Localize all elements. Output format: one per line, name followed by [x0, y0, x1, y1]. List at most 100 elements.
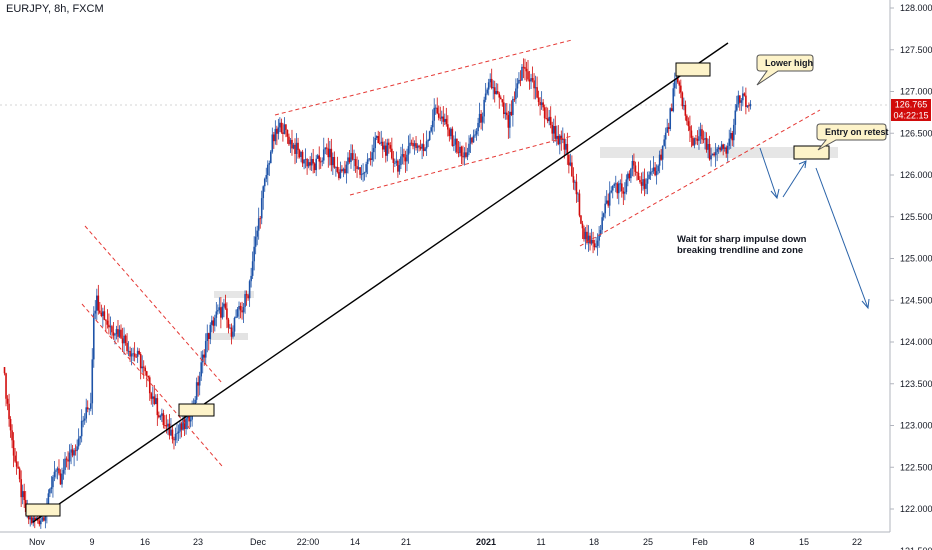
candle-bearish — [490, 78, 493, 89]
candle-bearish — [708, 144, 711, 160]
candle-bearish — [282, 132, 284, 134]
candle-bearish — [369, 158, 372, 160]
candle-bullish — [91, 359, 94, 404]
time-tick-label: 16 — [140, 537, 150, 547]
candle-bullish — [664, 132, 667, 140]
candle-bearish — [560, 135, 563, 140]
candle-bullish — [29, 517, 32, 520]
candle-bullish — [118, 329, 121, 337]
candle-bullish — [413, 143, 416, 147]
candle-bearish — [628, 173, 631, 179]
candle-bullish — [424, 148, 426, 151]
candle-bullish — [253, 246, 255, 262]
time-tick-label: 9 — [89, 537, 94, 547]
candle-bullish — [64, 458, 66, 470]
candle-bullish — [127, 350, 130, 352]
candle-bearish — [543, 107, 546, 119]
candle-bearish — [501, 99, 504, 103]
candle-bearish — [581, 223, 584, 229]
candle-bullish — [215, 311, 218, 318]
candle-bullish — [602, 213, 605, 218]
candle-bullish — [431, 120, 434, 128]
candle-bullish — [167, 423, 169, 427]
candle-bullish — [651, 171, 653, 173]
candle-bearish — [621, 183, 623, 192]
candle-bearish — [592, 239, 594, 244]
candle-bullish — [716, 148, 718, 152]
candle-bearish — [507, 115, 510, 128]
candle-bearish — [689, 126, 691, 131]
candle-bearish — [298, 150, 301, 158]
candle-bullish — [353, 158, 355, 160]
candle-bullish — [619, 183, 622, 185]
candle-bullish — [265, 175, 268, 179]
candle-bearish — [121, 338, 124, 344]
candle-bullish — [85, 407, 88, 419]
candle-bearish — [9, 419, 12, 431]
candle-bearish — [325, 147, 328, 149]
candle-bullish — [663, 139, 665, 146]
candle-bullish — [170, 429, 172, 436]
candle-bearish — [690, 130, 693, 138]
candle-bearish — [439, 117, 442, 119]
candle-bearish — [391, 148, 393, 159]
candle-bearish — [156, 398, 159, 416]
candle-bullish — [141, 366, 143, 369]
candle-bullish — [68, 452, 71, 462]
candle-bearish — [333, 156, 336, 168]
candle-bullish — [53, 471, 56, 477]
candle-bullish — [123, 335, 125, 344]
candle-bearish — [5, 373, 7, 399]
candle-bearish — [719, 147, 721, 151]
candle-bullish — [746, 105, 749, 107]
candle-bullish — [430, 127, 432, 132]
candle-bullish — [693, 138, 696, 146]
candle-bullish — [132, 353, 134, 355]
candle-bearish — [519, 79, 522, 81]
candle-bearish — [245, 294, 248, 296]
candle-bullish — [717, 147, 720, 149]
candle-bullish — [44, 514, 47, 521]
candle-bearish — [224, 303, 227, 309]
candle-bullish — [322, 149, 325, 161]
candle-bearish — [419, 146, 422, 149]
candle-bullish — [316, 155, 319, 159]
candle-bullish — [466, 152, 469, 157]
candle-bullish — [335, 166, 337, 168]
candle-bullish — [395, 160, 398, 163]
candle-bullish — [254, 236, 257, 247]
time-tick-label: 23 — [193, 537, 203, 547]
candle-bullish — [484, 93, 487, 100]
price-tick-label: 125.000 — [900, 254, 932, 264]
candle-bearish — [388, 142, 390, 146]
candle-bullish — [374, 137, 376, 149]
candle-bullish — [669, 108, 672, 129]
lower-high-bubble — [756, 54, 814, 86]
candle-bearish — [676, 77, 679, 83]
price-tick-label: 122.500 — [900, 462, 932, 472]
candle-bearish — [583, 228, 585, 240]
candle-bearish — [639, 179, 641, 183]
candle-bearish — [678, 82, 681, 86]
candle-bullish — [454, 138, 457, 145]
candle-bullish — [516, 83, 519, 89]
candle-bearish — [158, 415, 160, 418]
candle-bearish — [312, 159, 314, 164]
candle-bullish — [521, 66, 523, 81]
price-axis-ticks: 128.000 127.500 127.000 126.500 126.000 125.5… — [890, 3, 932, 550]
candle-bullish — [711, 153, 714, 156]
candle-bullish — [92, 313, 95, 360]
candle-bullish — [472, 135, 475, 143]
flag-upper-line — [84, 225, 223, 384]
candle-bearish — [3, 367, 6, 374]
candle-bearish — [220, 307, 222, 318]
candle-bullish — [248, 281, 251, 299]
candle-bearish — [705, 137, 708, 150]
candle-bearish — [356, 166, 358, 170]
candle-bullish — [194, 399, 196, 406]
channel-upper-line — [274, 39, 573, 116]
drawn-lines — [32, 39, 821, 523]
candle-bearish — [8, 403, 10, 420]
candle-bearish — [465, 152, 467, 157]
